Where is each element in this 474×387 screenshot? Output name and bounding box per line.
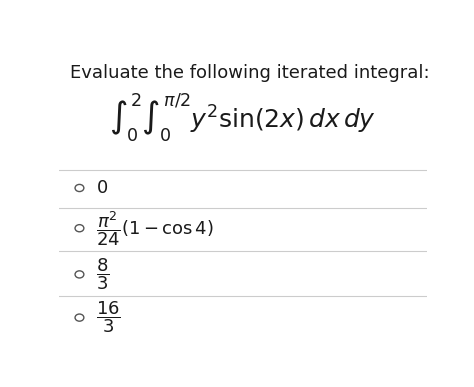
Text: $\int_0^{2}\int_0^{\pi/2} y^2 \sin(2x)\, dx\, dy$: $\int_0^{2}\int_0^{\pi/2} y^2 \sin(2x)\,… xyxy=(109,92,376,144)
Text: $0$: $0$ xyxy=(96,179,108,197)
Text: $\dfrac{16}{3}$: $\dfrac{16}{3}$ xyxy=(96,300,121,336)
Text: Evaluate the following iterated integral:: Evaluate the following iterated integral… xyxy=(70,64,430,82)
Text: $\dfrac{\pi^2}{24}(1 - \cos 4)$: $\dfrac{\pi^2}{24}(1 - \cos 4)$ xyxy=(96,209,214,248)
Text: $\dfrac{8}{3}$: $\dfrac{8}{3}$ xyxy=(96,257,109,292)
